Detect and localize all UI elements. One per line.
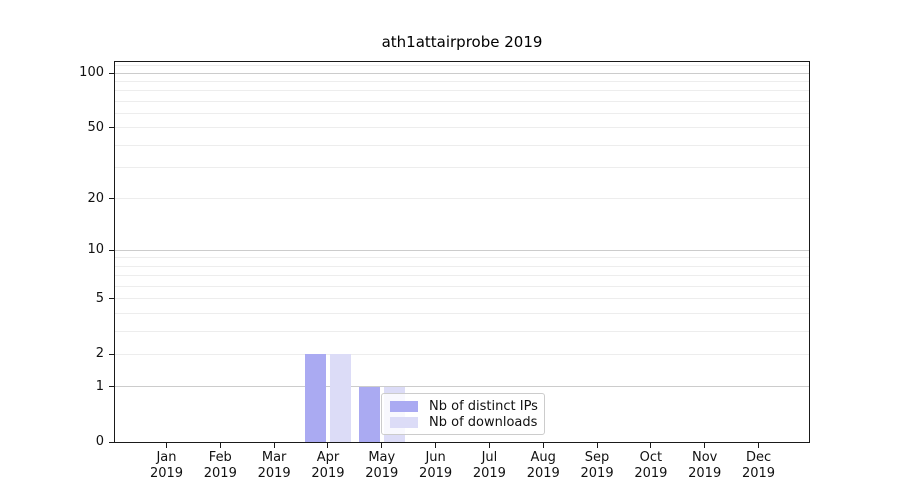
legend-label-distinct-ips: Nb of distinct IPs [429,398,538,414]
x-tick-mark [488,443,490,448]
x-tick-label: Feb 2019 [192,450,248,481]
y-tick-mark [109,441,114,443]
gridline-minor [115,127,809,129]
y-tick-mark [109,127,114,129]
x-tick-label: Apr 2019 [300,450,356,481]
x-tick-label: Mar 2019 [246,450,302,481]
x-tick-month: Aug [530,450,556,465]
x-tick-month: Nov [692,450,718,465]
x-tick-year: 2019 [419,465,453,481]
legend-swatch-distinct-ips [390,400,418,412]
plot-area [114,61,810,443]
x-tick-mark [650,443,652,448]
x-tick-year: 2019 [741,465,776,481]
gridline-minor [115,353,809,355]
x-tick-label: Jul 2019 [461,450,517,481]
x-tick-year: 2019 [472,465,506,481]
gridline-minor [115,265,809,267]
legend-label-downloads: Nb of downloads [429,414,538,430]
x-tick-month: Jul [481,450,498,465]
x-tick-label: Jun 2019 [408,450,464,481]
x-tick-mark [435,443,437,448]
bar-nb-of-distinct-ips-may [358,386,380,442]
x-tick-mark [542,443,544,448]
gridline-minor [115,275,809,277]
gridline-minor [115,100,809,102]
y-tick-label: 1 [95,378,104,394]
gridline-minor [115,80,809,82]
y-tick-label: 2 [95,346,104,362]
x-tick-mark [381,443,383,448]
x-tick-mark [273,443,275,448]
x-tick-year: 2019 [311,465,345,481]
gridline-minor [115,144,809,146]
x-tick-month: Feb [208,450,232,465]
y-tick-label: 0 [95,434,104,449]
x-tick-label: Oct 2019 [623,450,679,481]
x-tick-month: Oct [639,450,663,465]
legend-swatch-downloads [390,416,418,428]
legend-entry-distinct-ips: Nb of distinct IPs [388,398,538,414]
gridline-major [115,386,809,388]
x-tick-label: Sep 2019 [569,450,625,481]
gridline-minor [115,257,809,259]
y-tick-label: 10 [87,242,104,258]
y-tick-label: 100 [79,65,104,81]
x-tick-year: 2019 [365,465,399,481]
gridline-minor [115,330,809,332]
gridline-minor [115,285,809,287]
x-tick-year: 2019 [203,465,237,481]
gridline-major [115,249,809,251]
y-tick-label: 20 [87,190,104,206]
y-tick-mark [109,353,114,355]
x-tick-year: 2019 [688,465,722,481]
chart-title: ath1attairprobe 2019 [381,33,543,51]
y-tick-label: 50 [87,119,104,135]
x-tick-mark [704,443,706,448]
gridline-minor [115,90,809,92]
x-tick-month: Jan [156,450,177,465]
gridline-minor [115,65,809,67]
y-tick-mark [109,198,114,200]
x-tick-mark [758,443,760,448]
x-tick-year: 2019 [580,465,614,481]
gridline-major [115,72,809,74]
y-tick-mark [109,386,114,388]
gridline-minor [115,112,809,114]
x-tick-month: Dec [745,450,772,465]
bar-nb-of-downloads-apr [329,354,351,442]
x-tick-month: May [368,450,396,465]
x-tick-label: May 2019 [354,450,410,481]
y-tick-mark [109,249,114,251]
gridline-minor [115,298,809,300]
legend: Nb of distinct IPs Nb of downloads [381,393,545,435]
x-tick-label: Jan 2019 [139,450,195,481]
y-tick-label: 5 [95,290,104,306]
x-tick-label: Dec 2019 [731,450,787,481]
bar-nb-of-distinct-ips-apr [304,354,326,442]
x-tick-year: 2019 [634,465,668,481]
legend-entry-downloads: Nb of downloads [388,414,538,430]
x-tick-label: Aug 2019 [515,450,571,481]
gridline-minor [115,166,809,168]
x-tick-mark [327,443,329,448]
y-tick-mark [109,298,114,300]
x-tick-mark [596,443,598,448]
x-tick-year: 2019 [149,465,184,481]
y-tick-mark [109,72,114,74]
x-tick-month: Sep [584,450,610,465]
x-tick-month: Jun [425,450,446,465]
x-tick-month: Apr [316,450,340,465]
gridline-minor [115,312,809,314]
gridline-minor [115,198,809,200]
x-tick-mark [166,443,167,448]
x-tick-year: 2019 [257,465,291,481]
x-tick-year: 2019 [526,465,560,481]
x-tick-month: Mar [261,450,287,465]
x-tick-mark [219,443,221,448]
x-tick-label: Nov 2019 [677,450,733,481]
